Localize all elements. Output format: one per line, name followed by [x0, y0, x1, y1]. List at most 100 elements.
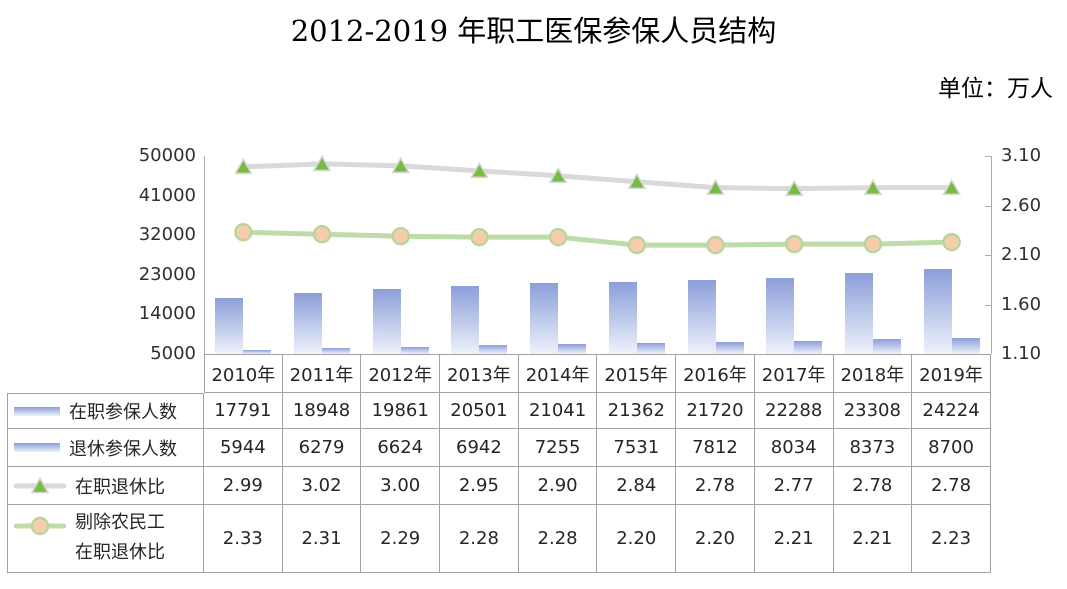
bar-employed-2012年 — [372, 288, 401, 354]
legend-row-label-2: 在职退休比 — [7, 467, 204, 505]
table-value-cell: 2.84 — [597, 467, 677, 505]
marker-triangle-2011年 — [312, 154, 332, 172]
table-value-cell: 23308 — [833, 393, 913, 429]
marker-circle-2010年 — [234, 223, 253, 242]
marker-circle-2013年 — [470, 227, 489, 247]
marker-triangle-2013年 — [470, 161, 489, 179]
unit-label: 单位：万人 — [938, 76, 1053, 102]
right-axis-line — [991, 156, 992, 354]
bar-retired-2011年 — [322, 348, 351, 354]
legend-excl-swatch — [14, 516, 66, 536]
year-header-cell: 2018年 — [833, 354, 913, 393]
table-value-cell: 2.21 — [754, 505, 834, 573]
table-value-cell: 8373 — [833, 429, 913, 467]
bar-employed-2011年 — [294, 292, 323, 354]
table-value-cell: 7812 — [676, 429, 755, 467]
left-axis-tick-label: 23000 — [138, 263, 196, 285]
table-value-cell: 2.77 — [754, 467, 834, 505]
right-axis-tick — [985, 304, 991, 306]
year-header-cell: 2016年 — [676, 354, 755, 393]
table-value-cell: 2.31 — [282, 505, 362, 573]
right-axis-tick-label: 2.10 — [1001, 244, 1042, 265]
bar-employed-2018年 — [844, 273, 873, 354]
table-value-cell: 7531 — [597, 429, 677, 467]
table-value-cell: 3.02 — [282, 467, 362, 505]
line-ratio-excl-migrant — [240, 229, 955, 248]
table-value-cell: 24224 — [912, 393, 991, 429]
bar-employed-2010年 — [215, 297, 244, 354]
bar-retired-2017年 — [794, 340, 823, 354]
table-value-cell: 2.28 — [440, 505, 519, 573]
table-value-cell: 3.00 — [361, 467, 441, 505]
bar-retired-2016年 — [715, 341, 744, 354]
bar-employed-2017年 — [766, 277, 795, 354]
year-header-cell: 2012年 — [361, 354, 441, 393]
marker-circle-2018年 — [863, 234, 883, 254]
year-header-cell: 2017年 — [754, 354, 834, 393]
table-value-cell: 6624 — [361, 429, 441, 467]
left-axis-tick-label: 50000 — [138, 145, 196, 166]
table-value-cell: 20501 — [440, 393, 519, 429]
table-value-cell: 5944 — [204, 429, 283, 467]
table-value-cell: 6942 — [440, 429, 519, 467]
right-axis-tick-label: 2.60 — [1001, 194, 1042, 216]
legend-row-label-1: 退休参保人数 — [7, 429, 204, 467]
bar-employed-2019年 — [923, 269, 952, 354]
table-value-cell: 18948 — [282, 393, 362, 429]
table-value-cell: 2.90 — [518, 467, 598, 505]
year-header-cell: 2013年 — [440, 354, 519, 393]
legend-row-label-0: 在职参保人数 — [7, 393, 204, 429]
bar-employed-2013年 — [451, 285, 480, 354]
left-axis-tick-label: 32000 — [138, 224, 196, 246]
marker-circle-2012年 — [391, 226, 410, 246]
right-axis-tick-label: 1.60 — [1001, 293, 1042, 315]
bar-retired-2012年 — [400, 346, 429, 354]
marker-circle-2014年 — [548, 227, 568, 247]
marker-circle-2011年 — [312, 225, 332, 244]
table-value-cell: 2.28 — [518, 505, 598, 573]
right-axis-tick — [985, 156, 991, 157]
marker-circle-2017年 — [785, 234, 804, 254]
table-value-cell: 2.29 — [361, 505, 441, 573]
legend-label-text: 在职参保人数 — [69, 402, 177, 423]
legend-bar-swatch — [14, 443, 60, 452]
table-value-cell: 8700 — [912, 429, 991, 467]
legend-label-text: 在职退休比 — [75, 476, 165, 498]
table-value-cell: 2.78 — [912, 467, 991, 505]
marker-circle-2019年 — [942, 232, 961, 252]
legend-label-text: 退休参保人数 — [69, 438, 177, 460]
bar-retired-2015年 — [636, 342, 665, 354]
table-value-cell: 7255 — [518, 429, 598, 467]
table-value-cell: 21720 — [676, 393, 755, 429]
table-value-cell: 2.95 — [440, 467, 519, 505]
right-axis-tick-label: 1.10 — [1001, 343, 1042, 364]
plot-area-lines — [233, 154, 962, 255]
data-table: 2010年 2011年 2012年 2013年 2014年 2015年 2016年 2017年… — [7, 354, 991, 573]
table-value-cell: 2.33 — [204, 505, 283, 573]
right-axis-tick-label: 3.10 — [1001, 145, 1042, 166]
bar-employed-2016年 — [687, 280, 716, 354]
plot-area-bars — [204, 156, 991, 354]
table-value-cell: 2.21 — [833, 505, 913, 573]
year-header-cell: 2011年 — [282, 354, 362, 393]
marker-circle-2015年 — [627, 235, 647, 255]
right-axis-tick — [985, 255, 991, 256]
marker-triangle-2018年 — [863, 178, 883, 195]
marker-triangle-2015年 — [627, 172, 647, 190]
year-header-cell: 2019年 — [912, 354, 991, 393]
marker-triangle-2016年 — [706, 178, 725, 195]
bar-employed-2015年 — [608, 282, 637, 354]
table-value-cell: 2.23 — [912, 505, 991, 573]
bar-retired-2010年 — [243, 349, 272, 354]
bar-employed-2014年 — [530, 283, 559, 354]
left-axis-tick-label: 41000 — [138, 184, 196, 206]
marker-triangle-2012年 — [391, 156, 411, 174]
table-value-cell: 2.20 — [676, 505, 755, 573]
marker-triangle-2010年 — [233, 157, 253, 175]
table-value-cell: 2.78 — [676, 467, 755, 505]
bar-retired-2014年 — [558, 344, 587, 354]
table-value-cell: 2.20 — [597, 505, 677, 573]
marker-circle-2016年 — [706, 235, 725, 255]
table-value-cell: 21041 — [518, 393, 598, 429]
